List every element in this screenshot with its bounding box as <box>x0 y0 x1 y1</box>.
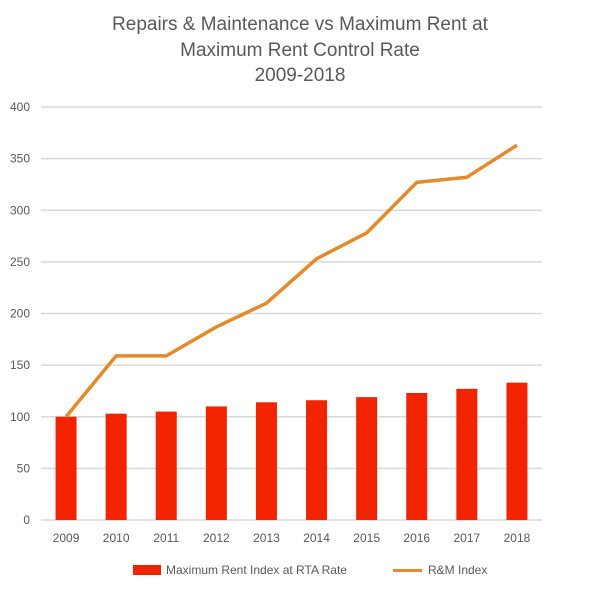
title-line-1: Repairs & Maintenance vs Maximum Rent at <box>112 14 488 35</box>
bar-2012 <box>205 406 227 520</box>
y-tick-label: 50 <box>17 461 31 475</box>
legend-item-line: R&M Index <box>393 563 487 577</box>
x-tick-label: 2010 <box>103 531 130 545</box>
bar-2010 <box>105 413 127 520</box>
legend-swatch-line <box>393 568 422 572</box>
y-tick-label: 150 <box>10 358 30 372</box>
x-tick-label: 2011 <box>153 531 179 545</box>
legend-item-bar: Maximum Rent Index at RTA Rate <box>133 563 347 577</box>
chart-title: Repairs & Maintenance vs Maximum Rent at… <box>0 12 600 89</box>
bar-2015 <box>356 397 378 520</box>
x-tick-label: 2018 <box>504 531 531 545</box>
y-tick-label: 250 <box>10 255 30 269</box>
legend-swatch-bar <box>133 565 161 575</box>
bar-2013 <box>255 402 277 520</box>
bar-2009 <box>55 416 77 520</box>
y-tick-label: 100 <box>10 410 30 424</box>
bar-2017 <box>456 388 478 520</box>
bar-2016 <box>406 393 428 520</box>
x-tick-label: 2012 <box>203 531 230 545</box>
bar-2014 <box>306 400 328 520</box>
title-line-2: Maximum Rent Control Rate <box>180 39 420 61</box>
x-tick-label: 2017 <box>453 531 480 545</box>
legend-label-line: R&M Index <box>428 563 488 577</box>
x-tick-label: 2014 <box>303 531 330 545</box>
title-line-3: 2009-2018 <box>254 65 346 86</box>
y-tick-label: 350 <box>10 152 30 166</box>
x-tick-label: 2009 <box>53 531 80 545</box>
x-tick-label: 2013 <box>253 531 280 545</box>
line-series <box>64 143 518 418</box>
x-tick-label: 2016 <box>403 531 430 545</box>
y-tick-label: 200 <box>10 307 30 321</box>
y-tick-label: 300 <box>10 203 30 217</box>
bar-2011 <box>155 411 177 520</box>
x-tick-label: 2015 <box>353 531 380 545</box>
y-tick-label: 400 <box>10 100 30 114</box>
bar-2018 <box>506 382 528 520</box>
legend-label-bar: Maximum Rent Index at RTA Rate <box>166 563 347 577</box>
y-tick-label: 0 <box>23 513 30 527</box>
